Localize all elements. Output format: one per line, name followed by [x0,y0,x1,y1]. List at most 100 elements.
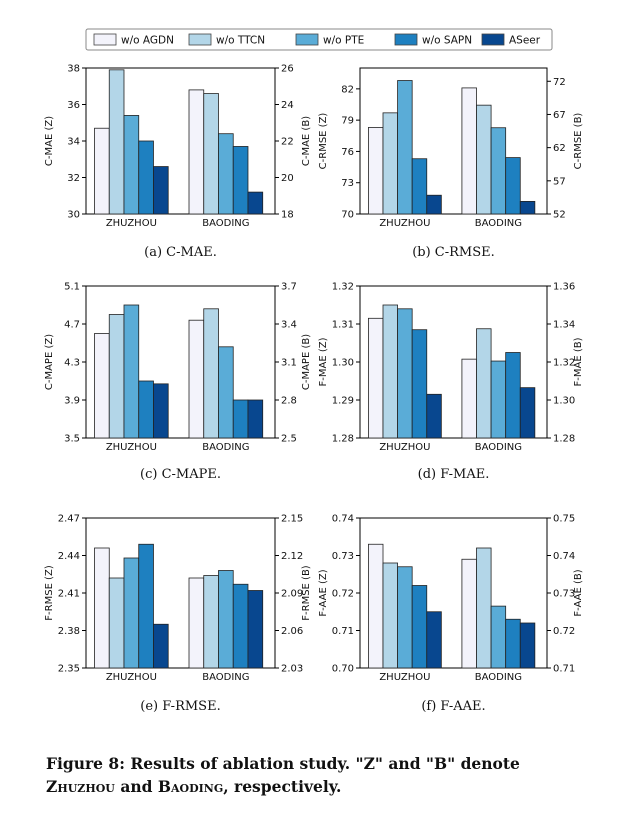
left-tick-label: 0.72 [332,589,354,600]
bar-baoding-4 [232,146,249,215]
left-tick-label: 79 [341,116,354,127]
figure-caption-baoding: Baoding [157,777,224,796]
bar-baoding-3 [218,570,234,669]
right-axis-label: C-MAE (B) [301,116,312,166]
right-axis-label: C-RMSE (B) [573,113,584,170]
bar-zhuzhou-1 [94,547,110,669]
bar-zhuzhou-1 [94,333,110,439]
figure-caption: Figure 8: Results of ablation study. "Z"… [46,752,592,798]
left-tick-label: 1.29 [332,396,354,407]
left-tick-label: 36 [67,100,80,111]
left-tick-label: 5.1 [64,282,80,293]
right-tick-label: 1.36 [553,282,575,293]
bar-baoding-2 [203,93,219,215]
bar-zhuzhou-5 [426,611,442,669]
right-tick-label: 0.74 [553,551,575,562]
chart-d: ZHUZHOU BAODING 1.28 1.29 1.30 1.31 1.32 1.28 1.… [318,282,584,483]
left-axis-label: C-MAPE (Z) [44,334,55,390]
bar-baoding-5 [247,399,264,439]
left-tick-label: 2.41 [58,589,80,600]
bar-baoding-4 [505,352,521,439]
bar-baoding-5 [247,590,264,669]
left-tick-label: 2.35 [58,664,80,675]
category-label-zhuzhou: ZHUZHOU [106,218,157,229]
bar-baoding-2 [476,328,492,439]
right-tick-label: 0.72 [553,626,575,637]
figure-caption-prefix: Figure 8: Results of ablation study. "Z"… [46,754,520,773]
bar-baoding-4 [505,618,521,669]
left-tick-label: 2.44 [58,551,80,562]
bar-baoding-4 [505,157,521,215]
category-label-baoding: BAODING [202,218,249,229]
right-axis-label: F-RMSE (B) [301,565,312,621]
bar-baoding-1 [461,558,477,669]
legend-swatch-1 [93,33,117,46]
right-tick-label: 3.4 [281,320,297,331]
bar-zhuzhou-3 [123,304,140,439]
right-tick-label: 2.5 [281,434,297,445]
category-label-zhuzhou: ZHUZHOU [379,672,430,683]
legend-swatch-2 [188,33,212,46]
bar-zhuzhou-3 [397,80,413,215]
left-tick-label: 2.47 [58,514,80,525]
left-tick-label: 2.38 [58,626,80,637]
right-tick-label: 0.73 [553,589,575,600]
right-tick-label: 1.32 [553,358,575,369]
legend-swatch-5 [481,33,505,46]
right-tick-label: 67 [553,110,566,121]
right-tick-label: 20 [281,173,294,184]
left-tick-label: 1.30 [332,358,354,369]
left-tick-label: 34 [67,137,80,148]
bar-baoding-5 [247,191,264,215]
bar-zhuzhou-2 [382,112,398,215]
bar-baoding-4 [232,399,249,439]
left-tick-label: 30 [67,210,80,221]
legend-label-3: w/o PTE [323,35,364,47]
subfigure-caption: (f) F-AAE. [421,699,485,714]
right-tick-label: 72 [553,77,566,88]
bar-baoding-1 [188,319,205,439]
chart-e: ZHUZHOU BAODING 2.35 2.38 2.41 2.44 2.47 2.03 2.… [44,514,312,715]
bar-zhuzhou-3 [397,308,413,439]
left-tick-label: 0.74 [332,514,354,525]
left-tick-label: 32 [67,173,80,184]
subfigure-caption: (c) C-MAPE. [140,467,221,482]
right-tick-label: 22 [281,137,294,148]
bar-baoding-3 [490,127,507,215]
legend-label-4: w/o SAPN [422,35,472,47]
bar-zhuzhou-4 [411,158,428,215]
bar-baoding-1 [461,358,477,439]
subfigure-caption: (d) F-MAE. [418,467,490,482]
bar-zhuzhou-1 [368,543,384,669]
legend-swatch-4 [394,33,418,46]
right-axis-label: F-MAE (B) [573,337,584,386]
legend-label-1: w/o AGDN [121,35,174,47]
right-tick-label: 1.30 [553,396,575,407]
bar-baoding-2 [476,104,492,215]
right-tick-label: 26 [281,64,294,75]
bar-baoding-4 [232,583,249,669]
legend: w/o AGDN w/o TTCN w/o PTE w/o SAPN ASeer [85,28,553,51]
category-label-baoding: BAODING [475,442,522,453]
left-axis-label: C-RMSE (Z) [318,113,329,170]
category-label-baoding: BAODING [475,672,522,683]
bar-zhuzhou-2 [108,577,125,669]
right-tick-label: 2.12 [281,551,303,562]
category-label-zhuzhou: ZHUZHOU [106,672,157,683]
bar-zhuzhou-2 [382,562,398,669]
plot-frame [359,67,548,215]
bar-zhuzhou-4 [411,585,428,669]
bar-baoding-1 [461,87,477,215]
category-label-zhuzhou: ZHUZHOU [106,442,157,453]
right-tick-label: 1.34 [553,320,575,331]
bar-baoding-5 [519,387,536,439]
bar-zhuzhou-2 [382,304,398,439]
left-tick-label: 4.7 [64,320,80,331]
category-label-zhuzhou: ZHUZHOU [379,442,430,453]
bar-baoding-3 [218,133,234,215]
bar-baoding-2 [476,547,492,669]
left-tick-label: 82 [341,84,354,95]
left-tick-label: 0.71 [332,626,354,637]
right-tick-label: 0.71 [553,664,575,675]
bar-baoding-5 [519,622,536,669]
